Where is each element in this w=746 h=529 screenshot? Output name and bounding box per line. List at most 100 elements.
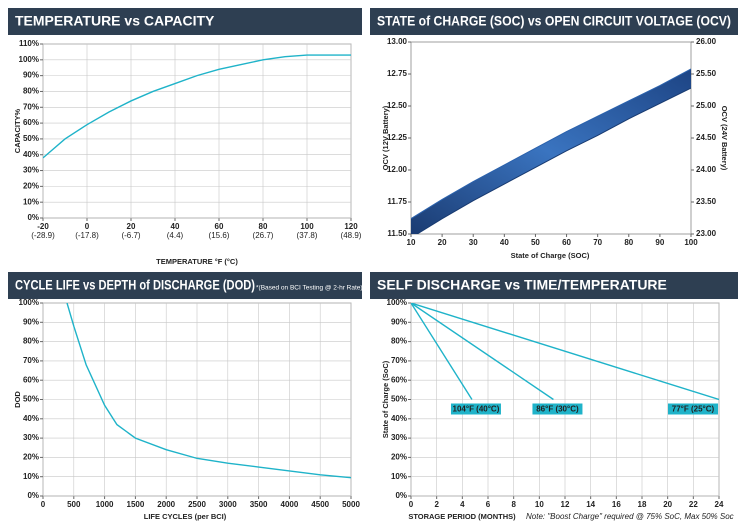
panel-header [8,272,362,299]
y2-tick-label: 23.00 [696,229,717,238]
x-tick-label: 10 [407,238,416,247]
y-tick-label: 40% [391,414,407,423]
x-tick-label: 10 [535,500,544,509]
y-tick-label: 11.50 [387,229,407,238]
panel-header [370,272,738,299]
y2-tick-label: 24.50 [696,133,717,142]
footnote: Note: "Boost Charge" required @ 75% SoC,… [526,512,734,521]
x-axis-label: State of Charge (SOC) [511,251,590,260]
y-tick-label: 90% [23,317,39,326]
chart-title: SELF DISCHARGE vs TIME/TEMPERATURE [377,277,667,293]
y-tick-label: 30% [391,433,407,442]
y-tick-label: 30% [23,166,39,175]
x-tick-label: 90 [655,238,664,247]
x-axis-label: TEMPERATURE °F (°C) [156,257,238,266]
x-tick-label: 6 [486,500,491,509]
x-tick-label: 2000 [157,500,175,509]
header-note: *(Based on BCI Testing @ 2-hr Rate) [256,285,363,292]
x-tick-label: 2500 [188,500,206,509]
y-tick-label: 13.00 [387,37,408,46]
y-axis-label: State of Charge (SoC) [381,360,390,438]
legend-label: 104°F (40°C) [453,404,500,413]
y-tick-label: 80% [391,337,407,346]
y-tick-label: 70% [23,356,39,365]
x-tick-label: 120 [344,222,358,231]
x-tick-label: 8 [511,500,516,509]
y-tick-label: 10% [391,472,407,481]
y-tick-label: 80% [23,87,39,96]
panel-header [370,8,738,35]
x-tick-label: 0 [409,500,414,509]
x-tick-sublabel: (-28.9) [31,231,55,240]
y-tick-label: 100% [19,55,39,64]
x-tick-label: 100 [300,222,314,231]
y-tick-label: 60% [391,375,407,384]
y-axis-label: DOD [13,391,22,408]
x-tick-label: 2 [434,500,439,509]
plot-frame [42,43,352,219]
x-axis-label: LIFE CYCLES (per BCI) [144,512,227,521]
chart-title: STATE of CHARGE (SOC) vs OPEN CIRCUIT VO… [377,13,731,29]
y-tick-label: 70% [23,102,39,111]
x-tick-label: 4 [460,500,465,509]
y2-tick-label: 26.00 [696,37,717,46]
x-tick-sublabel: (4.4) [167,231,184,240]
x-tick-label: 20 [663,500,672,509]
x-tick-label: 30 [469,238,478,247]
x-axis-label: STORAGE PERIOD (MONTHS) [408,512,516,521]
data-line [411,303,473,400]
chart-title: CYCLE LIFE vs DEPTH of DISCHARGE (DOD) [15,277,255,293]
y-tick-label: 40% [23,414,39,423]
y-tick-label: 60% [23,118,39,127]
x-tick-label: 1000 [96,500,114,509]
y-tick-label: 0% [27,213,39,222]
y-tick-label: 40% [23,150,39,159]
y-tick-label: 12.75 [387,69,408,78]
y-tick-label: 10% [23,472,39,481]
x-tick-label: 70 [593,238,602,247]
x-tick-label: 22 [689,500,698,509]
x-tick-label: 60 [562,238,571,247]
legend-box [668,403,718,415]
y-tick-label: 20% [391,453,407,462]
y-tick-label: 60% [23,375,39,384]
x-tick-label: 60 [215,222,224,231]
x-tick-label: 20 [127,222,136,231]
y-tick-label: 70% [391,356,407,365]
x-tick-label: 100 [684,238,698,247]
data-line [66,303,351,479]
x-tick-label: 50 [531,238,540,247]
y-tick-label: 0% [395,491,407,500]
x-tick-sublabel: (15.6) [209,231,230,240]
x-tick-label: 20 [438,238,447,247]
y2-tick-label: 23.50 [696,197,717,206]
y-tick-label: 50% [23,134,39,143]
x-tick-label: 0 [85,222,90,231]
x-tick-sublabel: (48.9) [341,231,362,240]
legend-box [532,403,583,415]
y2-tick-label: 25.50 [696,69,717,78]
x-tick-sublabel: (-17.8) [75,231,99,240]
y-tick-label: 11.75 [387,197,407,206]
y-axis-label: CAPACITY% [13,108,22,153]
x-tick-label: 80 [624,238,633,247]
y-tick-label: 80% [23,337,39,346]
y2-axis-label: OCV (24V Battery) [720,106,729,171]
y-tick-label: 100% [19,298,39,307]
x-tick-label: 5000 [342,500,360,509]
band-edge [411,68,691,220]
x-tick-label: 40 [171,222,180,231]
x-tick-label: 18 [638,500,647,509]
legend-box [450,403,501,415]
data-line [411,303,554,401]
x-tick-label: 3500 [250,500,268,509]
x-tick-label: 3000 [219,500,237,509]
y-tick-label: 50% [23,395,39,404]
y-tick-label: 20% [23,181,39,190]
y-tick-label: 100% [387,298,407,307]
y-tick-label: 12.00 [387,165,408,174]
y-tick-label: 50% [391,395,407,404]
y-tick-label: 12.50 [387,101,408,110]
x-tick-label: 500 [67,500,81,509]
